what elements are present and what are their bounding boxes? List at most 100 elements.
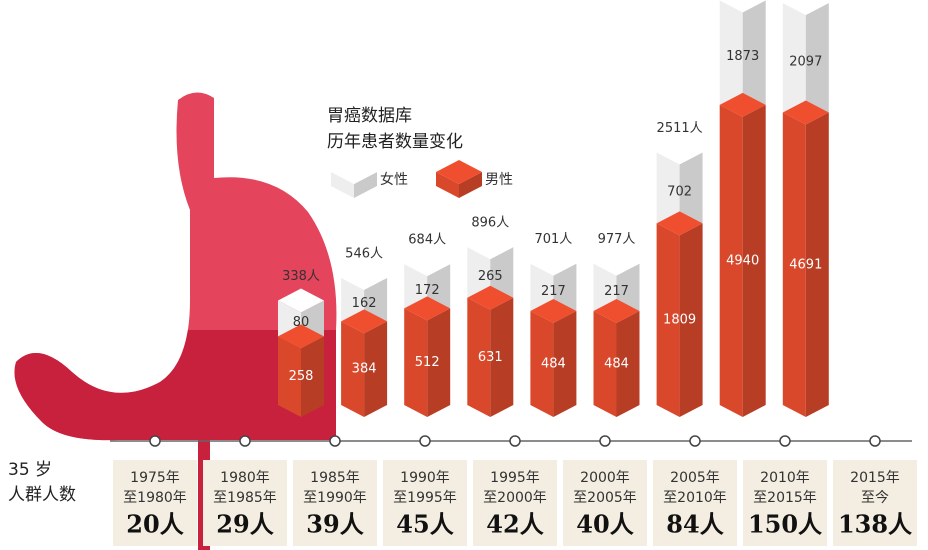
- population-label: 人群人数: [8, 485, 76, 505]
- period-box: [563, 460, 647, 546]
- prism-top: [278, 288, 324, 313]
- prism-left: [341, 321, 365, 417]
- timeline-dot: [779, 435, 791, 447]
- prism-top: [719, 0, 766, 13]
- prism-top: [341, 265, 388, 290]
- female-value: 217: [604, 284, 629, 299]
- bar-male: [278, 324, 324, 417]
- prism-top: [782, 100, 829, 125]
- period-count: 20人: [126, 510, 183, 539]
- legend-item: [436, 160, 482, 198]
- period-label: 至1985年: [213, 490, 277, 506]
- prism-top: [782, 0, 829, 15]
- male-value: 258: [289, 369, 314, 384]
- legend-label: 男性: [485, 172, 513, 188]
- prism-right: [805, 112, 829, 418]
- period-count: 45人: [396, 510, 453, 539]
- timeline-dot: [239, 435, 251, 447]
- female-value: 162: [352, 296, 377, 311]
- male-value: 384: [352, 362, 377, 377]
- period-count: 39人: [306, 510, 363, 539]
- legend-label: 女性: [380, 171, 408, 188]
- timeline-dot: [329, 435, 341, 447]
- prism-left: [331, 172, 354, 198]
- prism-right: [616, 311, 640, 417]
- period-count: 84人: [666, 510, 723, 539]
- female-value: 265: [478, 269, 503, 284]
- prism-top: [278, 324, 324, 349]
- prism-top: [467, 285, 514, 310]
- period-label: 至2015年: [753, 490, 817, 506]
- prism-right: [459, 172, 482, 198]
- total-label: 701人: [534, 232, 572, 247]
- timeline-dot: [509, 435, 521, 447]
- prism-right: [679, 223, 703, 417]
- prism-left: [782, 2, 806, 125]
- prism-right: [553, 311, 577, 417]
- bar-male: [404, 296, 451, 417]
- male-value: 484: [541, 357, 566, 372]
- period-label: 至1995年: [393, 490, 457, 506]
- prism-left: [404, 308, 428, 417]
- total-label: 338人: [282, 269, 320, 284]
- prism-left: [782, 112, 806, 418]
- prism-left: [467, 297, 491, 417]
- prism-top: [719, 92, 766, 117]
- period-count: 40人: [576, 510, 633, 539]
- bar-male: [656, 211, 703, 417]
- bar-male: [782, 100, 829, 418]
- period-box: [653, 460, 737, 546]
- prism-right: [742, 104, 766, 417]
- prism-top: [656, 211, 703, 236]
- period-label: 至1990年: [303, 490, 367, 506]
- female-value: 702: [667, 184, 692, 199]
- bar-female: [719, 0, 766, 117]
- period-count: 42人: [486, 510, 543, 539]
- bar-male: [719, 92, 766, 417]
- prism-right: [490, 297, 514, 417]
- prism-right: [742, 0, 766, 117]
- total-label: 896人: [471, 216, 509, 231]
- period-label: 2015年: [850, 470, 900, 486]
- prism-top: [436, 160, 482, 184]
- bar-male: [341, 309, 388, 417]
- male-value: 1809: [663, 313, 696, 328]
- period-label: 至2000年: [483, 490, 547, 506]
- male-value: 631: [478, 350, 503, 365]
- prism-top: [404, 296, 451, 321]
- period-box: [113, 460, 197, 546]
- period-count: 138人: [838, 510, 912, 539]
- prism-left: [719, 0, 743, 117]
- prism-top: [593, 251, 640, 276]
- period-count: 150人: [748, 510, 822, 539]
- period-label: 至2010年: [663, 490, 727, 506]
- period-box: [473, 460, 557, 546]
- timeline-dot: [689, 435, 701, 447]
- period-label: 2000年: [580, 470, 630, 486]
- period-box: [203, 460, 287, 546]
- male-value: 4940: [726, 253, 759, 268]
- prism-left: [530, 311, 554, 417]
- prism-top: [331, 160, 377, 184]
- female-value: 80: [293, 315, 310, 330]
- prism-top: [467, 235, 514, 260]
- female-value: 2097: [789, 54, 822, 69]
- male-value: 512: [415, 355, 440, 370]
- period-label: 1975年: [130, 470, 180, 486]
- male-value: 484: [604, 357, 629, 372]
- chart-title: 胃癌数据库: [327, 106, 412, 126]
- prism-left: [719, 104, 743, 417]
- prism-right: [427, 308, 451, 417]
- period-label: 2010年: [760, 470, 810, 486]
- period-box: [833, 460, 917, 546]
- prism-top: [656, 140, 703, 165]
- bar-male: [530, 299, 577, 417]
- female-value: 172: [415, 283, 440, 298]
- total-label: 977人: [598, 232, 636, 247]
- period-label: 1995年: [490, 470, 540, 486]
- male-value: 4691: [789, 257, 822, 272]
- legend-item: [331, 160, 377, 198]
- prism-right: [805, 2, 829, 125]
- total-label: 684人: [408, 233, 446, 248]
- period-box: [743, 460, 827, 546]
